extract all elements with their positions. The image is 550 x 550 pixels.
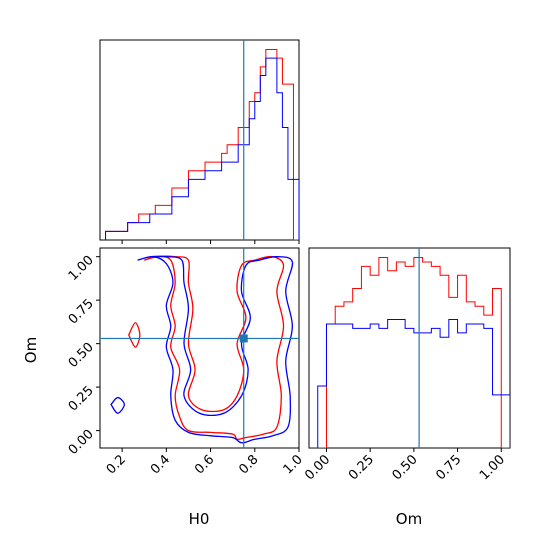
om-ytick-label: 0.75 bbox=[66, 296, 97, 327]
h0-xtick-label: 0.2 bbox=[104, 452, 129, 477]
histogram-series-1 bbox=[105, 57, 299, 240]
x-axis-label-h0: H0 bbox=[189, 510, 210, 528]
contour-panel-frame bbox=[99, 247, 300, 449]
om-histogram bbox=[309, 248, 510, 448]
h0-xtick-label: 0.8 bbox=[236, 452, 261, 477]
om-histogram-frame bbox=[308, 247, 511, 449]
contour-1-0 bbox=[137, 255, 294, 444]
om-xtick-label: 0.00 bbox=[302, 452, 333, 483]
h0-histogram-frame bbox=[99, 39, 300, 241]
h0-histogram bbox=[105, 40, 299, 240]
contour-0-1 bbox=[127, 322, 141, 348]
contour-0-0 bbox=[144, 255, 285, 441]
h0-xtick-label: 0.4 bbox=[148, 452, 173, 477]
contour-1-1 bbox=[110, 396, 125, 414]
om-ytick-label: 0.25 bbox=[66, 383, 97, 414]
om-xtick-label: 0.75 bbox=[433, 452, 464, 483]
y-axis-label-om: Om bbox=[22, 337, 40, 363]
h0-om-contours bbox=[100, 248, 299, 448]
histogram-series-0 bbox=[105, 49, 299, 240]
om-ytick-label: 0.00 bbox=[66, 427, 97, 458]
om-ytick-label: 1.00 bbox=[66, 253, 97, 284]
om-xtick-label: 0.25 bbox=[346, 452, 377, 483]
histogram-series-0 bbox=[309, 257, 510, 448]
axis-ticks: 0.2 0.4 0.6 0.8 1.00.000.250.500.751.000.00 0… bbox=[66, 240, 508, 483]
om-ytick-label: 0.50 bbox=[66, 340, 97, 371]
h0-xtick-label: 0.6 bbox=[192, 452, 217, 477]
x-axis-label-om: Om bbox=[396, 510, 422, 528]
truth-marker bbox=[239, 334, 248, 343]
om-xtick-label: 1.00 bbox=[477, 452, 508, 483]
om-xtick-label: 0.50 bbox=[390, 452, 421, 483]
histogram-series-1 bbox=[309, 319, 510, 448]
